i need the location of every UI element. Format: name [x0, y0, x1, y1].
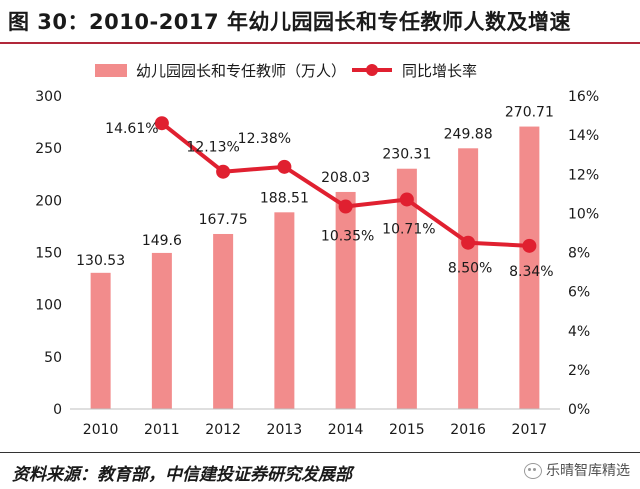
y-left-tick-label: 150 — [35, 246, 62, 262]
line-data-label: 14.61% — [105, 121, 158, 137]
y-right-tick-label: 6% — [568, 285, 590, 301]
y-right-tick-label: 12% — [568, 167, 599, 183]
bar — [335, 191, 356, 409]
y-right-tick-label: 8% — [568, 246, 590, 262]
bar-data-label: 130.53 — [76, 253, 125, 269]
bar-data-label: 230.31 — [382, 147, 431, 163]
bar — [274, 212, 295, 409]
y-right-tick-label: 16% — [568, 89, 599, 105]
y-left-tick-label: 300 — [35, 89, 62, 105]
x-tick-label: 2016 — [450, 422, 486, 438]
legend-line-label: 同比增长率 — [402, 62, 477, 80]
line-data-label: 12.13% — [186, 140, 239, 156]
x-tick-label: 2017 — [512, 422, 548, 438]
legend-bar-swatch — [95, 64, 127, 77]
x-tick-label: 2010 — [83, 422, 119, 438]
line-data-label: 12.38% — [238, 131, 291, 147]
growth-point — [461, 235, 476, 250]
line-data-label: 8.50% — [448, 261, 492, 277]
watermark: 乐晴智库精选 — [524, 460, 630, 480]
x-tick-label: 2013 — [267, 422, 303, 438]
growth-point — [338, 199, 353, 214]
line-data-label: 10.71% — [382, 221, 435, 237]
y-right-tick-label: 0% — [568, 402, 590, 418]
title-divider — [0, 42, 640, 44]
y-left-tick-label: 250 — [35, 141, 62, 157]
title-bar: 图 30：2010-2017 年幼儿园园长和专任教师人数及增速 — [0, 0, 640, 40]
combo-chart: 幼儿园园长和专任教师（万人） 同比增长率 0 50 100 150 200 250 300 0% 2… — [35, 62, 599, 438]
y-right-tick-label: 2% — [568, 363, 590, 379]
line-data-label: 8.34% — [509, 264, 553, 280]
bar-data-label: 149.6 — [142, 233, 182, 249]
y-right-tick-label: 14% — [568, 128, 599, 144]
bar — [458, 148, 479, 409]
y-right-tick-label: 10% — [568, 206, 599, 222]
source-divider — [0, 452, 640, 453]
legend-bar-label: 幼儿园园长和专任教师（万人） — [136, 62, 346, 80]
y-left-tick-label: 200 — [35, 193, 62, 209]
legend-line-marker — [366, 64, 378, 76]
bar — [90, 272, 111, 409]
bar-data-label: 167.75 — [199, 212, 248, 228]
bar-data-label: 270.71 — [505, 105, 554, 121]
x-tick-label: 2012 — [205, 422, 241, 438]
growth-point — [522, 238, 537, 253]
x-tick-label: 2014 — [328, 422, 364, 438]
line-data-label: 10.35% — [321, 229, 374, 245]
growth-point — [277, 159, 292, 174]
y-left-tick-label: 0 — [53, 402, 62, 418]
bar-data-label: 208.03 — [321, 170, 370, 186]
bar-data-label: 249.88 — [444, 126, 493, 142]
growth-point — [399, 192, 414, 207]
bar-data-label: 188.51 — [260, 190, 309, 206]
x-tick-label: 2015 — [389, 422, 425, 438]
growth-point — [216, 164, 231, 179]
bar — [519, 126, 540, 409]
growth-point — [154, 116, 169, 131]
watermark-text: 乐晴智库精选 — [546, 463, 630, 479]
x-tick-label: 2011 — [144, 422, 180, 438]
y-left-tick-label: 50 — [44, 350, 62, 366]
y-right-tick-label: 4% — [568, 324, 590, 340]
chart-title: 图 30：2010-2017 年幼儿园园长和专任教师人数及增速 — [8, 10, 571, 34]
bar — [396, 168, 417, 409]
y-left-tick-label: 100 — [35, 298, 62, 314]
wechat-icon — [524, 463, 542, 479]
bar — [213, 233, 234, 409]
source-note: 资料来源：教育部，中信建投证券研究发展部 — [12, 465, 352, 485]
bar — [151, 252, 172, 409]
